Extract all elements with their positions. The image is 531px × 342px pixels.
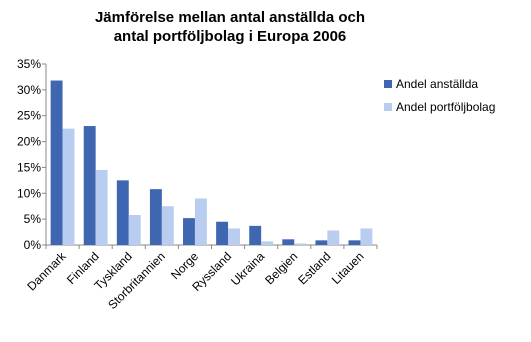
bar — [360, 228, 373, 245]
y-tick-label: 10% — [17, 186, 41, 200]
y-tick-label: 5% — [24, 212, 42, 226]
legend-swatch — [384, 103, 392, 111]
bar — [149, 189, 162, 245]
y-tick-label: 20% — [17, 135, 41, 149]
y-tick-label: 30% — [17, 83, 41, 97]
bar — [261, 241, 274, 245]
y-tick-label: 0% — [24, 238, 42, 252]
bar — [62, 128, 75, 245]
bar — [216, 221, 229, 245]
x-tick-label: Danmark — [24, 249, 69, 294]
x-tick-label: Ukraina — [228, 249, 267, 288]
bar — [228, 228, 240, 245]
bar — [282, 239, 295, 245]
x-tick-label: Belgien — [262, 249, 300, 287]
bar — [50, 80, 63, 245]
bar — [95, 170, 108, 245]
bar — [183, 218, 195, 245]
chart-title: Jämförelse mellan antal anställda och an… — [94, 9, 366, 45]
bar — [161, 206, 174, 245]
bar — [249, 225, 262, 245]
bar — [194, 198, 207, 245]
legend-swatch — [384, 80, 392, 88]
bar — [348, 240, 361, 245]
bar — [116, 180, 129, 245]
y-tick-label: 25% — [17, 109, 41, 123]
bar — [128, 215, 141, 245]
bar — [294, 243, 307, 245]
legend-label: Andel anställda — [396, 77, 478, 91]
legend-label: Andel portföljbolag — [396, 100, 495, 114]
bar — [83, 126, 96, 245]
bar — [327, 230, 340, 245]
bar — [315, 240, 328, 245]
y-tick-label: 15% — [17, 160, 41, 174]
x-tick-label: Litauen — [329, 249, 367, 287]
y-tick-label: 35% — [17, 57, 41, 71]
x-tick-label: Estland — [295, 249, 333, 287]
